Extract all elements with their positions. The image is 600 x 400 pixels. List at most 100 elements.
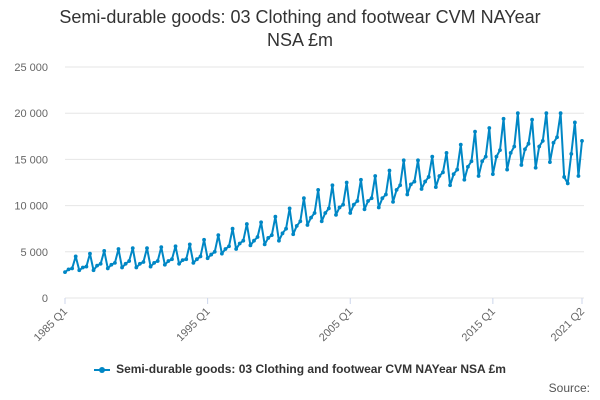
data-point[interactable] <box>123 261 128 266</box>
data-point[interactable] <box>423 179 428 184</box>
data-point[interactable] <box>223 247 228 251</box>
data-point[interactable] <box>369 196 374 201</box>
data-point[interactable] <box>530 117 534 122</box>
data-point[interactable] <box>134 265 139 270</box>
data-point[interactable] <box>98 261 103 266</box>
data-point[interactable] <box>212 249 217 254</box>
data-point[interactable] <box>540 139 545 143</box>
data-point[interactable] <box>419 187 424 191</box>
data-point[interactable] <box>416 158 420 163</box>
data-point[interactable] <box>284 226 288 231</box>
data-point[interactable] <box>376 205 381 210</box>
data-point[interactable] <box>462 177 467 182</box>
data-point[interactable] <box>548 160 552 165</box>
data-point[interactable] <box>141 260 146 264</box>
data-point[interactable] <box>387 168 392 173</box>
data-point[interactable] <box>498 148 502 153</box>
data-point[interactable] <box>148 264 153 269</box>
data-point[interactable] <box>565 181 570 186</box>
data-point[interactable] <box>558 111 563 116</box>
data-point[interactable] <box>198 254 203 259</box>
data-point[interactable] <box>237 241 242 246</box>
data-point[interactable] <box>216 233 221 238</box>
data-point[interactable] <box>466 164 470 169</box>
data-point[interactable] <box>555 135 559 140</box>
data-point[interactable] <box>473 129 477 134</box>
data-point[interactable] <box>448 183 452 188</box>
data-point[interactable] <box>433 185 438 190</box>
data-point[interactable] <box>298 219 303 224</box>
data-point[interactable] <box>355 199 360 203</box>
data-point[interactable] <box>305 223 310 227</box>
data-point[interactable] <box>351 202 356 207</box>
data-point[interactable] <box>73 254 78 259</box>
data-point[interactable] <box>170 257 174 262</box>
data-point[interactable] <box>344 180 349 185</box>
data-point[interactable] <box>184 257 189 262</box>
data-point[interactable] <box>202 237 206 242</box>
data-point[interactable] <box>227 244 231 249</box>
data-point[interactable] <box>430 154 435 159</box>
data-point[interactable] <box>494 154 499 159</box>
data-point[interactable] <box>70 266 75 271</box>
data-point[interactable] <box>576 174 581 178</box>
data-point[interactable] <box>451 172 456 177</box>
data-point[interactable] <box>173 244 178 249</box>
data-point[interactable] <box>309 215 313 220</box>
data-point[interactable] <box>191 260 196 265</box>
data-point[interactable] <box>398 183 403 188</box>
data-point[interactable] <box>259 220 264 225</box>
data-point[interactable] <box>569 151 574 156</box>
data-point[interactable] <box>362 207 367 212</box>
data-point[interactable] <box>248 243 253 248</box>
data-point[interactable] <box>109 262 114 267</box>
data-point[interactable] <box>266 236 271 240</box>
data-point[interactable] <box>348 211 353 215</box>
data-point[interactable] <box>455 167 460 172</box>
data-point[interactable] <box>544 111 549 116</box>
data-point[interactable] <box>205 256 210 261</box>
data-point[interactable] <box>401 158 406 163</box>
data-point[interactable] <box>312 211 317 215</box>
data-point[interactable] <box>294 224 299 228</box>
data-point[interactable] <box>551 140 556 145</box>
data-point[interactable] <box>359 177 363 182</box>
data-point[interactable] <box>155 259 160 263</box>
data-point[interactable] <box>508 151 513 155</box>
data-point[interactable] <box>391 200 395 204</box>
data-point[interactable] <box>84 264 89 269</box>
data-point[interactable] <box>501 116 506 121</box>
data-point[interactable] <box>88 251 92 256</box>
data-point[interactable] <box>166 259 171 263</box>
data-point[interactable] <box>209 252 214 257</box>
data-point[interactable] <box>273 214 278 219</box>
data-point[interactable] <box>458 142 463 147</box>
data-point[interactable] <box>334 212 338 217</box>
legend[interactable]: Semi-durable goods: 03 Clothing and foot… <box>0 362 600 376</box>
data-point[interactable] <box>187 242 192 247</box>
data-point[interactable] <box>505 167 510 172</box>
data-point[interactable] <box>105 266 110 271</box>
data-point[interactable] <box>91 268 96 273</box>
data-point[interactable] <box>523 147 527 152</box>
data-point[interactable] <box>145 246 149 251</box>
data-point[interactable] <box>120 265 124 270</box>
data-point[interactable] <box>394 187 399 192</box>
data-point[interactable] <box>316 187 321 192</box>
data-point[interactable] <box>572 120 577 125</box>
data-point[interactable] <box>408 182 413 187</box>
data-point[interactable] <box>66 267 71 272</box>
data-point[interactable] <box>291 232 296 237</box>
data-point[interactable] <box>326 206 331 211</box>
data-point[interactable] <box>437 174 442 178</box>
data-point[interactable] <box>490 172 495 177</box>
data-point[interactable] <box>383 192 388 197</box>
data-point[interactable] <box>562 175 567 179</box>
data-point[interactable] <box>195 257 199 262</box>
data-point[interactable] <box>580 139 584 143</box>
data-point[interactable] <box>280 231 285 236</box>
data-point[interactable] <box>287 206 292 211</box>
data-point[interactable] <box>234 247 239 251</box>
data-point[interactable] <box>63 270 67 275</box>
data-point[interactable] <box>537 144 542 149</box>
